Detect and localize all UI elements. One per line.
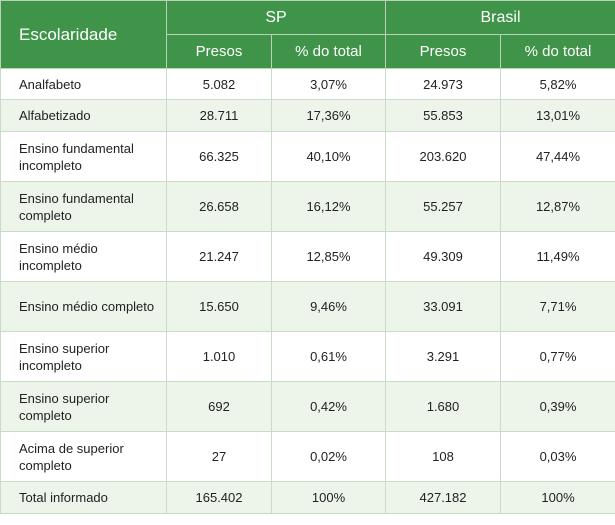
sp-pct-cell: 17,36%	[271, 99, 386, 132]
header-br-presos: Presos	[385, 34, 501, 69]
header-group-sp: SP	[166, 0, 386, 35]
br-presos-cell: 203.620	[385, 131, 501, 182]
table-row: Ensino médio completo 15.650 9,46% 33.09…	[0, 281, 615, 332]
br-pct-cell: 12,87%	[499, 181, 615, 232]
row-label: Ensino médio incompleto	[0, 231, 167, 282]
row-label: Analfabeto	[0, 68, 167, 100]
sp-pct-cell: 12,85%	[271, 231, 386, 282]
table-row: Ensino superior incompleto 1.010 0,61% 3…	[0, 331, 615, 382]
br-pct-cell: 47,44%	[499, 131, 615, 182]
sp-pct-cell: 9,46%	[271, 281, 386, 332]
br-pct-cell: 0,77%	[499, 331, 615, 382]
sp-presos-cell: 26.658	[166, 181, 272, 232]
table-row-total: Total informado 165.402 100% 427.182 100…	[0, 481, 615, 514]
table-row: Alfabetizado 28.711 17,36% 55.853 13,01%	[0, 99, 615, 132]
row-label: Ensino fundamental completo	[0, 181, 167, 232]
br-presos-cell: 108	[385, 431, 501, 482]
education-table: Escolaridade SP Brasil Presos % do total…	[0, 0, 615, 514]
sp-presos-cell: 692	[166, 381, 272, 432]
sp-presos-cell: 21.247	[166, 231, 272, 282]
br-pct-cell: 0,03%	[499, 431, 615, 482]
table-row: Ensino médio incompleto 21.247 12,85% 49…	[0, 231, 615, 282]
sp-presos-cell: 5.082	[166, 68, 272, 100]
sp-presos-cell: 27	[166, 431, 272, 482]
br-presos-cell: 1.680	[385, 381, 501, 432]
br-presos-cell: 55.853	[385, 99, 501, 132]
br-presos-cell: 427.182	[385, 481, 501, 514]
br-presos-cell: 24.973	[385, 68, 501, 100]
table-row: Ensino superior completo 692 0,42% 1.680…	[0, 381, 615, 432]
sp-presos-cell: 66.325	[166, 131, 272, 182]
sp-presos-cell: 28.711	[166, 99, 272, 132]
row-label: Ensino superior incompleto	[0, 331, 167, 382]
br-presos-cell: 49.309	[385, 231, 501, 282]
sp-pct-cell: 40,10%	[271, 131, 386, 182]
sp-presos-cell: 15.650	[166, 281, 272, 332]
br-pct-cell: 100%	[499, 481, 615, 514]
header-sp-pct: % do total	[271, 34, 386, 69]
table-row: Analfabeto 5.082 3,07% 24.973 5,82%	[0, 68, 615, 100]
br-pct-cell: 13,01%	[499, 99, 615, 132]
br-presos-cell: 33.091	[385, 281, 501, 332]
row-label: Acima de superior completo	[0, 431, 167, 482]
row-label: Ensino superior completo	[0, 381, 167, 432]
br-presos-cell: 55.257	[385, 181, 501, 232]
br-pct-cell: 11,49%	[499, 231, 615, 282]
br-pct-cell: 7,71%	[499, 281, 615, 332]
sp-pct-cell: 0,02%	[271, 431, 386, 482]
br-pct-cell: 0,39%	[499, 381, 615, 432]
row-label: Ensino médio completo	[0, 281, 167, 332]
br-presos-cell: 3.291	[385, 331, 501, 382]
sp-pct-cell: 16,12%	[271, 181, 386, 232]
sp-pct-cell: 100%	[271, 481, 386, 514]
header-escolaridade: Escolaridade	[0, 0, 167, 69]
table-row: Ensino fundamental incompleto 66.325 40,…	[0, 131, 615, 182]
header-group-brasil: Brasil	[384, 0, 615, 35]
sp-pct-cell: 0,61%	[271, 331, 386, 382]
row-label: Total informado	[0, 481, 167, 514]
sp-pct-cell: 0,42%	[271, 381, 386, 432]
sp-presos-cell: 165.402	[166, 481, 272, 514]
table-row: Ensino fundamental completo 26.658 16,12…	[0, 181, 615, 232]
table-row: Acima de superior completo 27 0,02% 108 …	[0, 431, 615, 482]
row-label: Ensino fundamental incompleto	[0, 131, 167, 182]
sp-presos-cell: 1.010	[166, 331, 272, 382]
br-pct-cell: 5,82%	[499, 68, 615, 100]
header-br-pct: % do total	[499, 34, 615, 69]
sp-pct-cell: 3,07%	[271, 68, 386, 100]
row-label: Alfabetizado	[0, 99, 167, 132]
header-sp-presos: Presos	[166, 34, 272, 69]
